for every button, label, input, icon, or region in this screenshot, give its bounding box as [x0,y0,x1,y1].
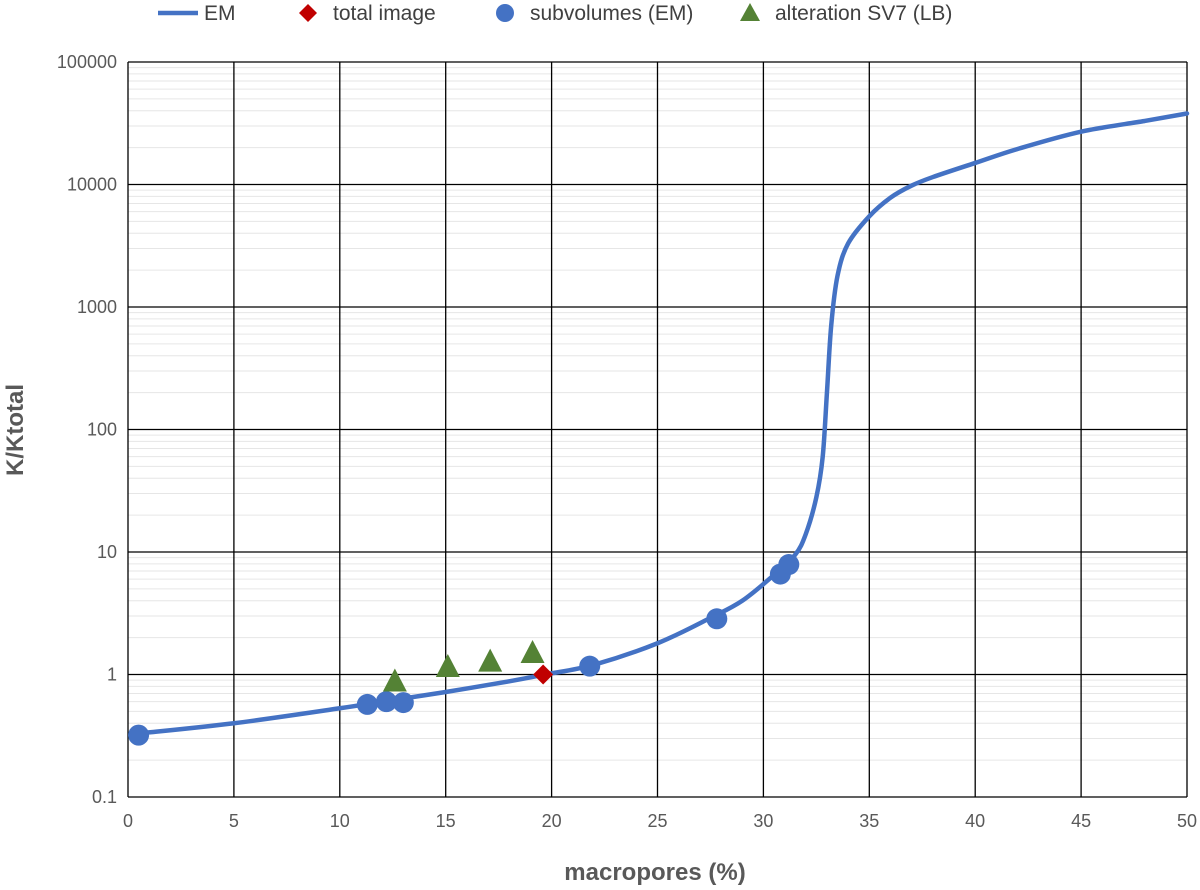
x-tick-label: 30 [753,811,773,831]
x-tick-label: 10 [330,811,350,831]
y-tick-label: 1 [107,665,117,685]
legend: EM total image subvolumes (EM) alteration S… [158,2,952,25]
series-line-em [136,111,1190,736]
point-triangle [382,668,407,692]
point-circle [579,655,601,677]
point-circle [128,724,150,746]
x-axis-title: macropores (%) [564,859,745,886]
point-circle [356,693,378,715]
point-circle [778,554,800,576]
point-circle [375,691,397,713]
x-tick-labels: 0 5 10 15 20 25 30 35 40 45 50 [123,811,1197,831]
major-gridlines [127,61,1188,798]
x-tick-label: 20 [542,811,562,831]
x-tick-label: 25 [647,811,667,831]
y-tick-label: 10000 [67,175,117,195]
point-triangle [520,640,545,664]
y-tick-label: 1000 [77,297,117,317]
x-tick-label: 50 [1177,811,1197,831]
y-tick-label: 10 [97,542,117,562]
x-tick-label: 40 [965,811,985,831]
x-tick-label: 15 [436,811,456,831]
y-axis-title: K/Ktotal [2,384,29,476]
y-tick-label: 100 [87,420,117,440]
legend-label: EM [204,2,236,25]
x-tick-label: 5 [229,811,239,831]
y-tick-label: 100000 [57,52,117,72]
point-circle [706,608,728,630]
legend-circle-swatch [496,4,514,22]
y-tick-label: 0.1 [92,787,117,807]
point-triangle [435,653,460,677]
legend-label: total image [333,2,436,25]
x-tick-label: 0 [123,811,133,831]
legend-label: alteration SV7 (LB) [775,2,952,25]
point-diamond [533,664,554,685]
y-tick-labels: 0.1 1 10 100 1000 10000 100000 [57,52,117,807]
legend-diamond-swatch [299,4,317,22]
plot-series [128,111,1190,746]
legend-label: subvolumes (EM) [530,2,693,25]
x-tick-label: 35 [859,811,879,831]
point-triangle [478,648,503,672]
point-circle [392,692,414,714]
legend-triangle-swatch [740,3,760,21]
x-tick-label: 45 [1071,811,1091,831]
